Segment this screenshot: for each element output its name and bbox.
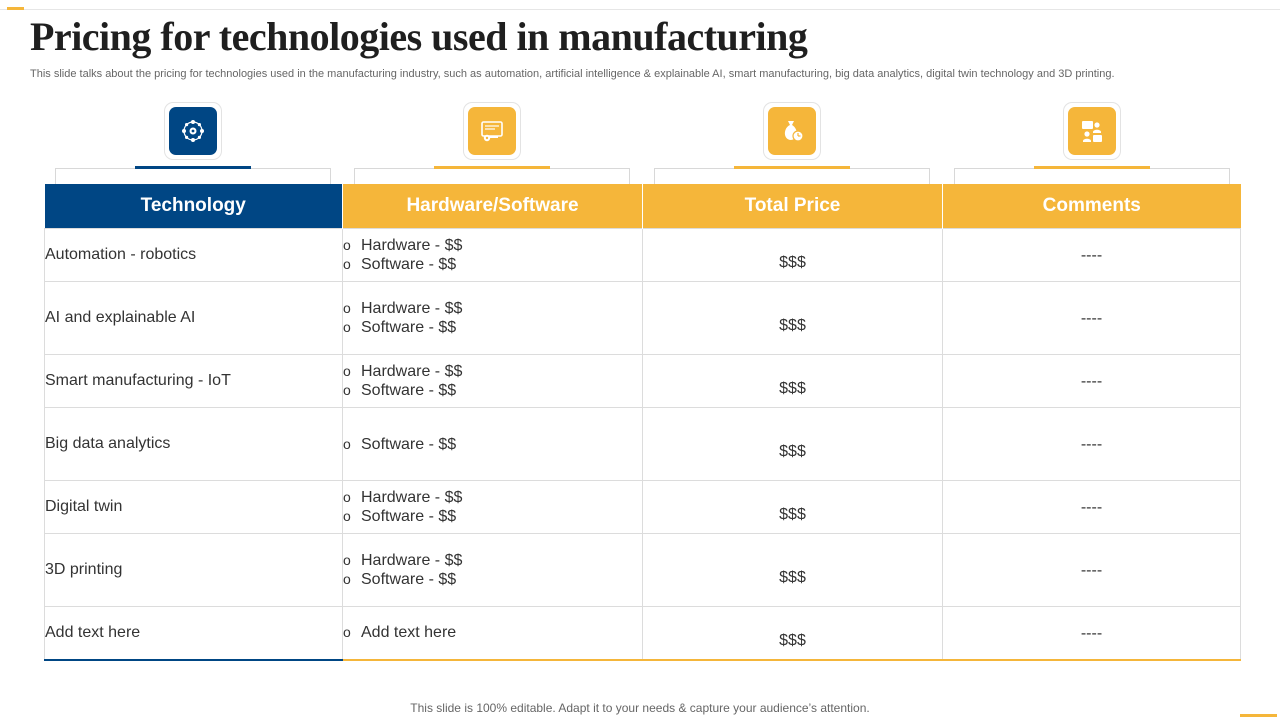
icon-underline [1034,166,1150,169]
comment-cell: ---- [942,228,1241,282]
icon-underline [734,166,850,169]
hardware-software-cell: Hardware - $$ Software - $$ [342,533,643,607]
price-cell: $$$ [642,281,943,355]
technology-cell: Add text here [44,606,343,661]
slide-title: Pricing for technologies used in manufac… [30,14,808,59]
comment-value: ---- [1080,373,1103,390]
bottom-accent-bar [1240,714,1277,717]
price-cell: $$$ [642,606,943,661]
table-row: Automation - robotics Hardware - $$ Soft… [44,228,1241,282]
icon-column-total-price [654,103,930,184]
table-row: Big data analytics Software - $$ $$$ ---… [44,407,1241,481]
pricing-table: Technology Hardware/Software Total Price… [44,184,1241,661]
bullet-item: Hardware - $$ [343,299,642,318]
header-comments: Comments [942,184,1241,229]
table-row: Add text here Add text here $$$ ---- [44,606,1241,661]
bullet-item: Software - $$ [343,570,642,589]
technology-cell: Digital twin [44,480,343,534]
technology-cell: Big data analytics [44,407,343,481]
price-value: $$$ [779,380,806,397]
top-accent-bar [7,7,24,10]
footer-note: This slide is 100% editable. Adapt it to… [410,701,870,715]
table-row: Digital twin Hardware - $$ Software - $$… [44,480,1241,534]
icon-frame [654,168,930,184]
comment-value: ---- [1080,624,1103,642]
icon-frame [354,168,630,184]
header-technology: Technology [44,184,343,229]
hardware-software-cell: Hardware - $$ Software - $$ [342,281,643,355]
header-hardware-software: Hardware/Software [342,184,643,229]
comment-value: ---- [1080,247,1103,264]
price-cell: $$$ [642,533,943,607]
comment-value: ---- [1080,562,1103,579]
price-cell: $$$ [642,354,943,408]
icon-frame [954,168,1230,184]
technology-cell: Automation - robotics [44,228,343,282]
icon-badge [464,103,520,159]
technology-cell: AI and explainable AI [44,281,343,355]
bullet-item: Hardware - $$ [343,236,642,255]
hardware-software-cell: Software - $$ [342,407,643,481]
hardware-software-cell: Hardware - $$ Software - $$ [342,228,643,282]
bullet-item: Hardware - $$ [343,551,642,570]
icon-column-hardware-software [354,103,630,184]
price-value: $$$ [779,506,806,523]
table-row: Smart manufacturing - IoT Hardware - $$ … [44,354,1241,408]
bullet-item: Software - $$ [343,381,642,400]
price-value: $$$ [779,317,806,334]
comment-cell: ---- [942,480,1241,534]
technology-cell: 3D printing [44,533,343,607]
bullet-item: Software - $$ [343,507,642,526]
icon-column-technology [55,103,331,184]
technology-cell: Smart manufacturing - IoT [44,354,343,408]
table-row: 3D printing Hardware - $$ Software - $$ … [44,533,1241,607]
hardware-software-cell: Add text here [342,606,643,661]
price-cell: $$$ [642,228,943,282]
icon-frame [55,168,331,184]
top-divider [0,9,1280,10]
icon-badge [764,103,820,159]
network-gear-icon [169,107,217,155]
monitor-gear-icon [468,107,516,155]
comment-value: ---- [1080,310,1103,327]
comment-cell: ---- [942,407,1241,481]
table-row: AI and explainable AI Hardware - $$ Soft… [44,281,1241,355]
price-value: $$$ [779,569,806,586]
header-total-price: Total Price [642,184,943,229]
bullet-item: Software - $$ [343,255,642,274]
bullet-item: Add text here [343,623,642,642]
slide-subtitle: This slide talks about the pricing for t… [30,68,1115,80]
comment-cell: ---- [942,281,1241,355]
bullet-item: Hardware - $$ [343,362,642,381]
comment-cell: ---- [942,533,1241,607]
comment-value: ---- [1080,436,1103,453]
comment-cell: ---- [942,354,1241,408]
hardware-software-cell: Hardware - $$ Software - $$ [342,480,643,534]
money-bag-clock-icon [768,107,816,155]
bullet-item: Software - $$ [343,435,642,454]
icon-badge [165,103,221,159]
icon-badge [1064,103,1120,159]
price-value: $$$ [779,254,806,271]
hardware-software-cell: Hardware - $$ Software - $$ [342,354,643,408]
comment-cell: ---- [942,606,1241,661]
price-value: $$$ [779,443,806,460]
bullet-item: Software - $$ [343,318,642,337]
table-header-row: Technology Hardware/Software Total Price… [44,184,1241,229]
people-exchange-icon [1068,107,1116,155]
icon-underline [135,166,251,169]
icon-column-comments [954,103,1230,184]
icon-underline [434,166,550,169]
comment-value: ---- [1080,499,1103,516]
price-cell: $$$ [642,480,943,534]
price-value: $$$ [779,631,806,649]
bullet-item: Hardware - $$ [343,488,642,507]
price-cell: $$$ [642,407,943,481]
